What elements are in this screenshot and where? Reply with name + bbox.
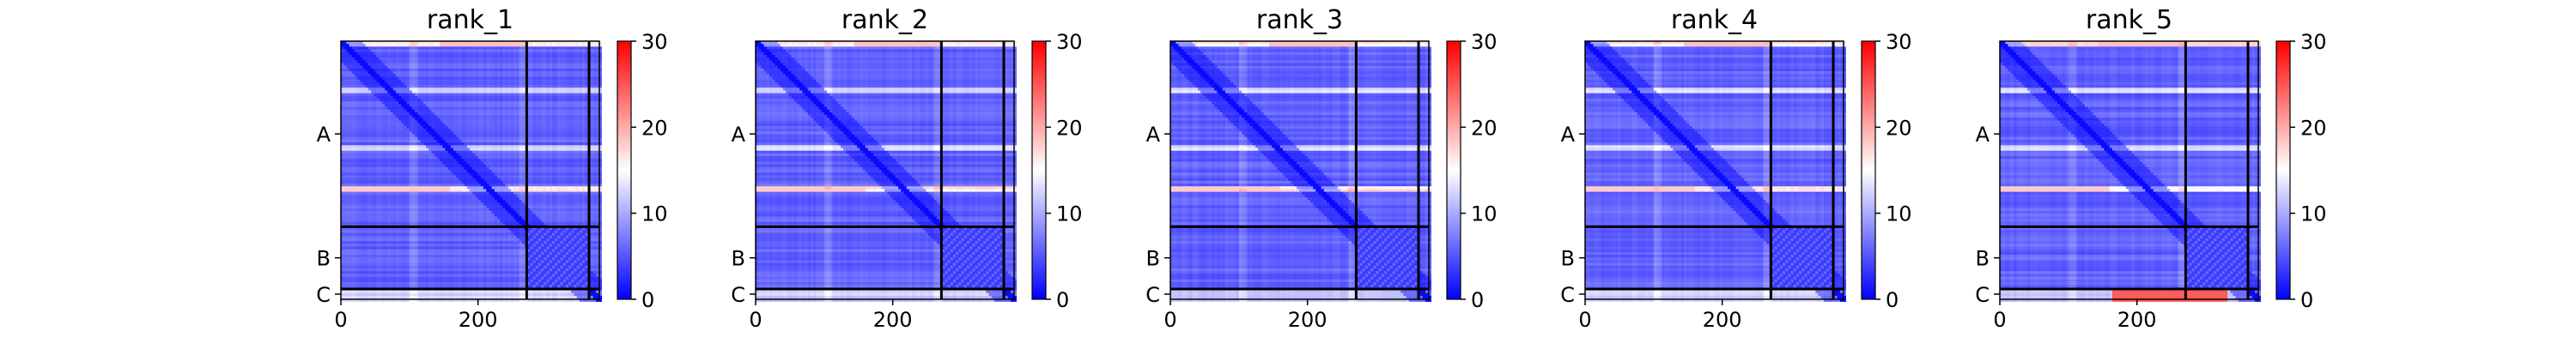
colorbar-tick-label: 20 [2300, 116, 2327, 140]
x-tick-label: 200 [2117, 308, 2157, 332]
x-tick-label: 0 [334, 308, 347, 332]
x-tick-label: 0 [1993, 308, 2006, 332]
panel-title: rank_4 [1671, 5, 1758, 35]
y-tick-label: C [1560, 283, 1575, 307]
colorbar-tick-label: 30 [1886, 30, 1912, 54]
colorbar-tick-label: 0 [1471, 288, 1484, 312]
y-tick-label: B [732, 247, 745, 271]
y-tick-label: C [731, 283, 745, 307]
y-tick-label: A [732, 123, 746, 147]
colorbar-tick-label: 30 [641, 30, 668, 54]
y-tick-label: A [317, 123, 331, 147]
y-tick-label: A [1561, 123, 1576, 147]
y-tick-label: B [1146, 247, 1160, 271]
colorbar [2276, 41, 2290, 299]
heatmap-cells [1585, 41, 1846, 302]
colorbar [1447, 41, 1461, 299]
x-tick-label: 0 [1578, 308, 1591, 332]
y-tick-label: B [317, 247, 331, 271]
heatmap-cells [756, 41, 1017, 302]
colorbar-tick-label: 20 [1056, 116, 1083, 140]
x-tick-label: 200 [459, 308, 498, 332]
colorbar [1032, 41, 1046, 299]
colorbar-tick-label: 20 [641, 116, 668, 140]
x-tick-label: 0 [1163, 308, 1176, 332]
heatmap-cells [341, 41, 602, 302]
y-tick-label: C [316, 283, 331, 307]
colorbar-tick-label: 30 [2300, 30, 2327, 54]
panel-title: rank_3 [1256, 5, 1343, 35]
colorbar [1862, 41, 1875, 299]
colorbar-tick-label: 20 [1886, 116, 1912, 140]
x-tick-label: 200 [1288, 308, 1327, 332]
y-tick-label: A [1976, 123, 1990, 147]
colorbar [617, 41, 631, 299]
colorbar-tick-label: 10 [1056, 202, 1083, 226]
x-tick-label: 200 [1703, 308, 1742, 332]
x-tick-label: 0 [749, 308, 762, 332]
colorbar-tick-label: 10 [1471, 202, 1498, 226]
y-tick-label: C [1975, 283, 1990, 307]
heatmap-cells [2000, 41, 2261, 302]
colorbar-tick-label: 0 [1056, 288, 1069, 312]
panel-title: rank_5 [2086, 5, 2172, 35]
y-tick-label: B [1561, 247, 1575, 271]
panel-title: rank_2 [841, 5, 928, 35]
y-tick-label: B [1976, 247, 1990, 271]
colorbar-tick-label: 0 [2300, 288, 2313, 312]
colorbar-tick-label: 0 [641, 288, 654, 312]
heatmap-cells [1170, 41, 1431, 302]
colorbar-tick-label: 10 [2300, 202, 2327, 226]
panel-title: rank_1 [427, 5, 513, 35]
x-tick-label: 200 [873, 308, 913, 332]
colorbar-tick-label: 20 [1471, 116, 1498, 140]
colorbar-tick-label: 10 [1886, 202, 1912, 226]
colorbar-tick-label: 0 [1886, 288, 1899, 312]
colorbar-tick-label: 10 [641, 202, 668, 226]
colorbar-tick-label: 30 [1056, 30, 1083, 54]
colorbar-tick-label: 30 [1471, 30, 1498, 54]
y-tick-label: A [1146, 123, 1161, 147]
y-tick-label: C [1145, 283, 1160, 307]
